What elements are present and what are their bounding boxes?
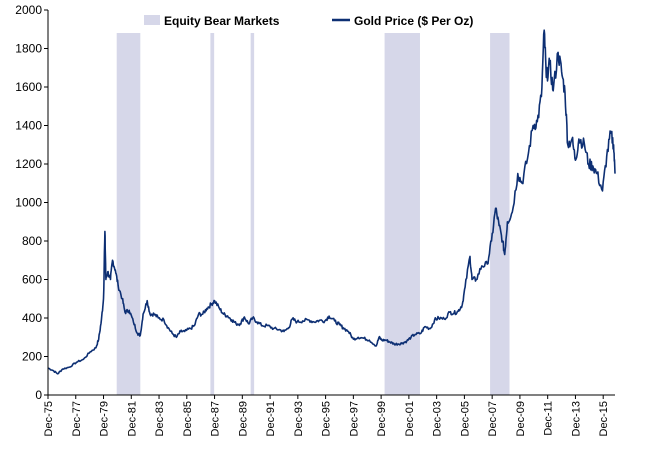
x-tick-label: Dec-79 — [99, 401, 111, 436]
x-tick-label: Dec-09 — [515, 401, 527, 436]
y-tick-label: 1400 — [15, 119, 42, 133]
x-tick-label: Dec-91 — [265, 401, 277, 436]
y-tick-label: 600 — [22, 273, 42, 287]
x-tick-label: Dec-89 — [237, 401, 249, 436]
bear-market-band-0 — [116, 33, 141, 395]
x-tick-label: Dec-03 — [432, 401, 444, 436]
y-axis-ticks: 0 200 400 600 800 1000 1200 1400 1600 1800 2000 — [15, 3, 48, 402]
x-tick-label: Dec-97 — [348, 401, 360, 436]
y-tick-label: 1200 — [15, 157, 42, 171]
x-tick-label: Dec-87 — [210, 401, 222, 436]
x-axis-ticks: Dec-75 Dec-77 Dec-79 Dec-81 Dec-83 Dec-85 Dec-… — [43, 395, 610, 436]
y-tick-label: 1000 — [15, 196, 42, 210]
x-tick-label: Dec-01 — [404, 401, 416, 436]
y-tick-label: 400 — [22, 311, 42, 325]
x-tick-label: Dec-81 — [126, 401, 138, 436]
x-tick-label: Dec-83 — [154, 401, 166, 436]
legend: Equity Bear Markets Gold Price ($ Per Oz… — [144, 14, 473, 28]
x-tick-label: Dec-99 — [376, 401, 388, 436]
bear-market-band-4 — [490, 33, 510, 395]
legend-bear-label: Equity Bear Markets — [164, 14, 280, 28]
legend-gold-label: Gold Price ($ Per Oz) — [354, 14, 473, 28]
x-tick-label: Dec-07 — [487, 401, 499, 436]
y-tick-label: 2000 — [15, 3, 42, 17]
y-tick-label: 0 — [35, 388, 42, 402]
x-tick-label: Dec-85 — [182, 401, 194, 436]
x-tick-label: Dec-77 — [71, 401, 83, 436]
x-tick-label: Dec-95 — [321, 401, 333, 436]
bear-market-band-2 — [250, 33, 255, 395]
y-tick-label: 1800 — [15, 42, 42, 56]
legend-bear-swatch — [144, 15, 160, 25]
bear-market-band-1 — [210, 33, 215, 395]
x-tick-label: Dec-15 — [598, 401, 610, 436]
gold-price-line — [47, 29, 616, 375]
x-tick-label: Dec-75 — [43, 401, 55, 436]
x-tick-label: Dec-13 — [570, 401, 582, 436]
y-tick-label: 1600 — [15, 80, 42, 94]
x-tick-label: Dec-11 — [543, 401, 555, 436]
y-tick-label: 200 — [22, 350, 42, 364]
bear-market-bands — [116, 33, 510, 395]
y-tick-label: 800 — [22, 234, 42, 248]
x-tick-label: Dec-93 — [293, 401, 305, 436]
x-tick-label: Dec-05 — [459, 401, 471, 436]
bear-market-band-3 — [384, 33, 420, 395]
